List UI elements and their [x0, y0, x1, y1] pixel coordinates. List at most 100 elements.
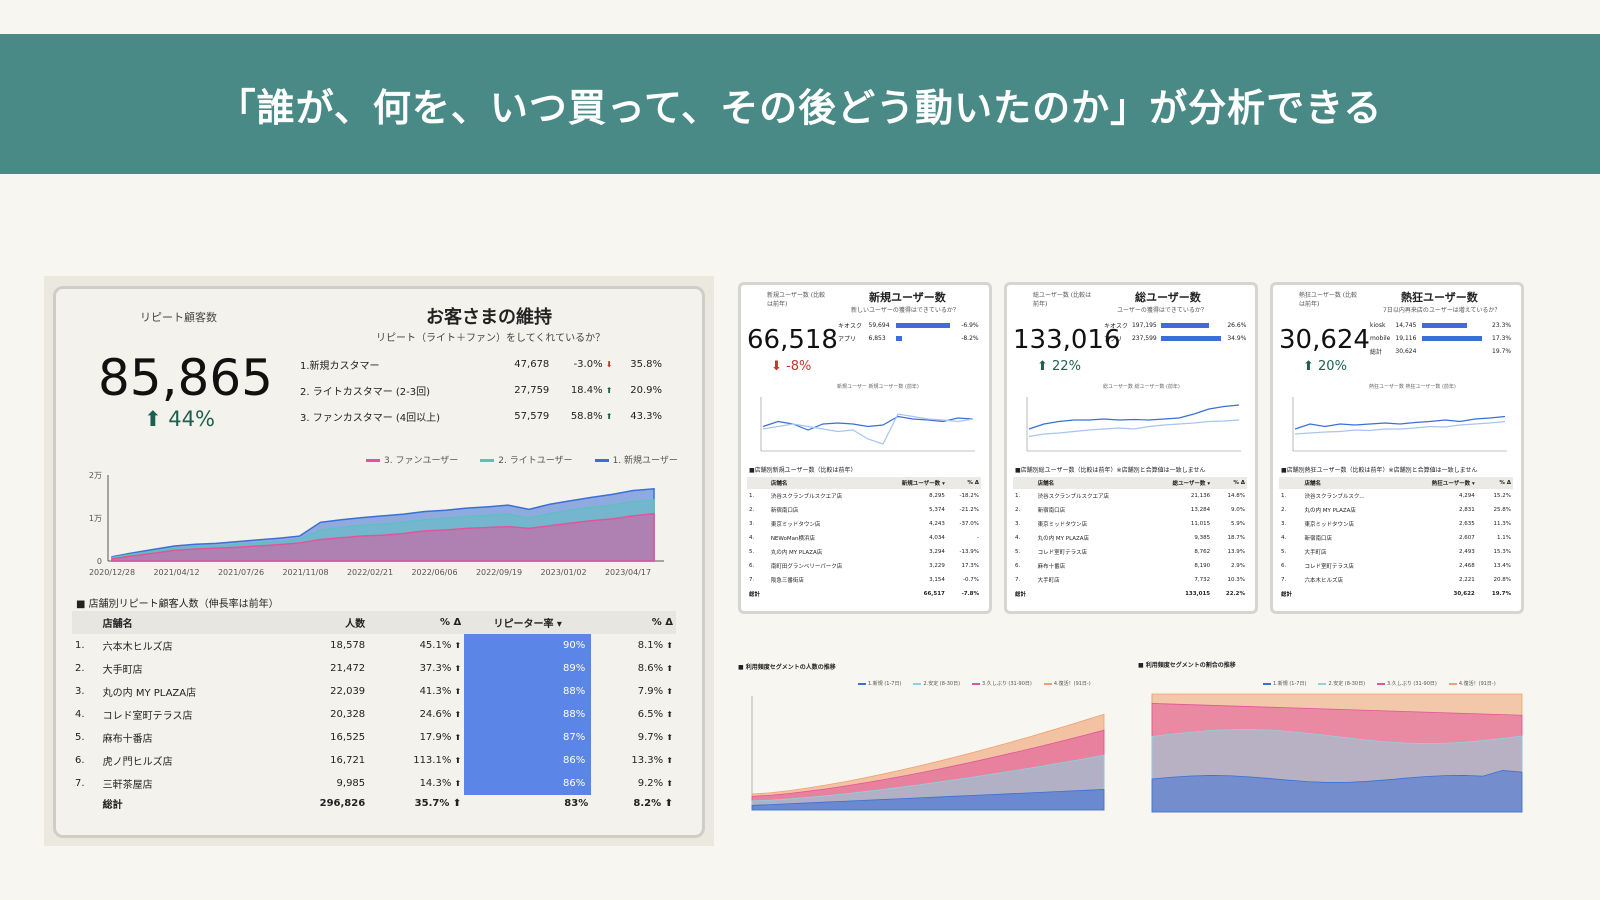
breakdown-bar — [895, 336, 902, 341]
segment-row: 1.新規カスタマー 47,678 -3.0% ⬇ 35.8% — [298, 351, 664, 377]
store-repeat-table: 店舗名 人数 % Δ リピーター率 ▾ % Δ 1. 六本木ヒルズ店 18,578 4… — [72, 611, 676, 812]
table-row: 4. NEWoMan横浜店 4,034 - — [747, 531, 981, 545]
store-name: 丸の内 MY PLAZA店 — [102, 688, 197, 699]
arrow-up-icon: ⬆ — [454, 641, 462, 650]
row-store: 大手町店 — [1304, 550, 1327, 556]
table-row: 3. 東京ミッドタウン店 2,635 11.3% — [1279, 517, 1513, 531]
y-tick-label: 2万 — [89, 471, 102, 480]
segment-name: 1.新規カスタマー — [300, 360, 380, 372]
row-store: 東京ミッドタウン店 — [1304, 522, 1355, 528]
legend-swatch — [594, 459, 609, 462]
segment-count-area-chart — [751, 696, 1105, 811]
segment-share: 35.8% — [630, 358, 662, 370]
store-count: 21,472 — [330, 663, 366, 674]
store-repeater-rate: 88% — [464, 680, 592, 703]
segment-count: 47,678 — [514, 358, 550, 370]
store-delta: 14.3% ⬆ — [419, 778, 462, 789]
legend-item: 2.安定 (8-30日) — [913, 680, 960, 687]
row-delta: 13.4% — [1493, 563, 1511, 569]
row-rank: 3. — [1015, 521, 1021, 527]
breakdown-bar-cell — [1421, 332, 1491, 345]
y-tick-label: 0 — [97, 557, 102, 566]
card-col-header[interactable]: 店舗名 — [1035, 477, 1150, 489]
store-name: コレド室町テラス店 — [102, 711, 193, 722]
row-value: 21,136 — [1190, 493, 1211, 499]
col-rate-delta[interactable]: % Δ — [591, 611, 676, 634]
table-row: 6. 南町田グランベリーパーク店 3,229 17.3% — [747, 559, 981, 573]
table-row: 7. 六本木ヒルズ店 2,221 20.8% — [1279, 573, 1513, 587]
row-store: 丸の内 MY PLAZA店 — [1037, 536, 1090, 542]
store-delta: 37.3% ⬆ — [419, 663, 462, 674]
current-series-line — [762, 415, 974, 431]
card-col-header[interactable]: % Δ — [946, 477, 981, 489]
row-delta: 20.8% — [1493, 577, 1511, 583]
store-rate-delta: 8.6% ⬆ — [637, 663, 673, 674]
breakdown-name: kiosk — [1370, 322, 1386, 329]
breakdown-bar — [1421, 323, 1467, 328]
table-row: 5. 大手町店 2,493 15.3% — [1279, 545, 1513, 559]
store-repeater-rate: 86% — [464, 749, 592, 772]
row-rank: 3. — [749, 521, 755, 527]
row-rank: 5. — [1015, 549, 1021, 555]
legend-label: 1.新規 (1-7日) — [1273, 681, 1307, 687]
card-col-header[interactable]: 店舗名 — [768, 477, 879, 489]
breakdown-row: キオスク 59,694 -6.9% — [837, 319, 983, 332]
store-repeater-rate: 88% — [464, 703, 592, 726]
table-row: 2. 丸の内 MY PLAZA店 2,831 25.8% — [1279, 503, 1513, 517]
legend-item: 2. ライトユーザー — [480, 453, 573, 466]
row-store: 南町田グランベリーパーク店 — [770, 564, 843, 570]
card-col-header[interactable]: 熱狂ユーザー数 ▾ — [1402, 477, 1477, 489]
card-col-header[interactable]: 総ユーザー数 ▾ — [1149, 477, 1213, 489]
arrow-up-icon: ⬆ — [454, 664, 462, 673]
card-title: 熱狂ユーザー数 — [1401, 291, 1478, 304]
kpi-card-3: 熱狂ユーザー数 (比較は前年) 熱狂ユーザー数 7日以内再来店のユーザーは増えている… — [1270, 282, 1524, 614]
col-count[interactable]: 人数 — [276, 611, 369, 634]
x-tick-label: 2023/04/17 — [605, 568, 651, 577]
repeat-customer-area-chart: 0 1万 2万 2020/12/28 2021/04/12 2021/07/26 2021/… — [89, 471, 664, 577]
segment-count: 57,579 — [514, 410, 550, 422]
row-store: コレド室町テラス店 — [1037, 550, 1088, 556]
row-store: 新宿南口店 — [1304, 536, 1333, 542]
row-value: 3,229 — [929, 563, 945, 569]
card-col-header[interactable]: 新規ユーザー数 ▾ — [878, 477, 947, 489]
segment-change: -3.0% ⬇ — [573, 358, 613, 370]
store-rank: 7. — [75, 778, 85, 789]
panel-title: お客さまの維持 — [426, 307, 552, 328]
breakdown-name: 総計 — [1370, 349, 1383, 356]
row-delta: -13.9% — [959, 549, 979, 555]
row-store: コレド室町テラス店 — [1304, 564, 1354, 570]
breakdown-change: -8.2% — [961, 335, 979, 342]
legend-label: 4.復活！(91日-) — [1053, 681, 1091, 687]
card-col-header[interactable]: % Δ — [1212, 477, 1247, 489]
row-store: 六本木ヒルズ店 — [1304, 578, 1344, 584]
card-col-header[interactable]: 店舗名 — [1302, 477, 1403, 489]
row-rank: 6. — [749, 563, 755, 569]
card-col-header[interactable]: % Δ — [1476, 477, 1513, 489]
table-row: 5. コレド室町テラス店 8,762 13.9% — [1013, 545, 1247, 559]
col-store[interactable]: 店舗名 — [99, 611, 277, 634]
row-store: 渋谷スクランブルスクエア店 — [770, 494, 843, 500]
table-row: 6. コレド室町テラス店 2,468 13.4% — [1279, 559, 1513, 573]
row-rank: 1. — [749, 493, 755, 499]
card-table-title: ■店舗別総ユーザー数（比較は前年）※店舗別と合算値は一致しません — [1015, 467, 1206, 474]
segment-row: 3. ファンカスタマー (4回以上) 57,579 58.8% ⬆ 43.3% — [298, 403, 664, 429]
legend-item: 1.新規 (1-7日) — [858, 680, 901, 687]
breakdown-change: 23.3% — [1492, 322, 1512, 329]
row-delta: 2.9% — [1231, 563, 1245, 569]
row-rank: 7. — [749, 577, 755, 583]
total-rate-delta: 8.2% ⬆ — [633, 798, 673, 809]
col-repeater-rate[interactable]: リピーター率 ▾ — [464, 611, 592, 634]
kpi-card-2: 総ユーザー数 (比較は前年) 総ユーザー数 ユーザーの獲得はできているか？ 133,0… — [1004, 282, 1258, 614]
legend-item: 2.安定 (8-30日) — [1318, 680, 1365, 687]
row-rank: 1. — [1281, 493, 1287, 499]
row-delta: - — [977, 535, 979, 541]
arrow-up-icon: ⬆ — [666, 733, 673, 742]
col-delta[interactable]: % Δ — [368, 611, 465, 634]
col-rank — [1279, 477, 1303, 489]
row-delta: 14.8% — [1227, 493, 1245, 499]
row-rank: 6. — [1015, 563, 1021, 569]
legend-item: 4.復活！(91日-) — [1043, 680, 1091, 687]
legend-swatch — [858, 682, 866, 685]
card-chart-legend: 総ユーザー数 総ユーザー数 (前年) — [1103, 384, 1180, 390]
table-row: 3. 東京ミッドタウン店 4,243 -37.0% — [747, 517, 981, 531]
